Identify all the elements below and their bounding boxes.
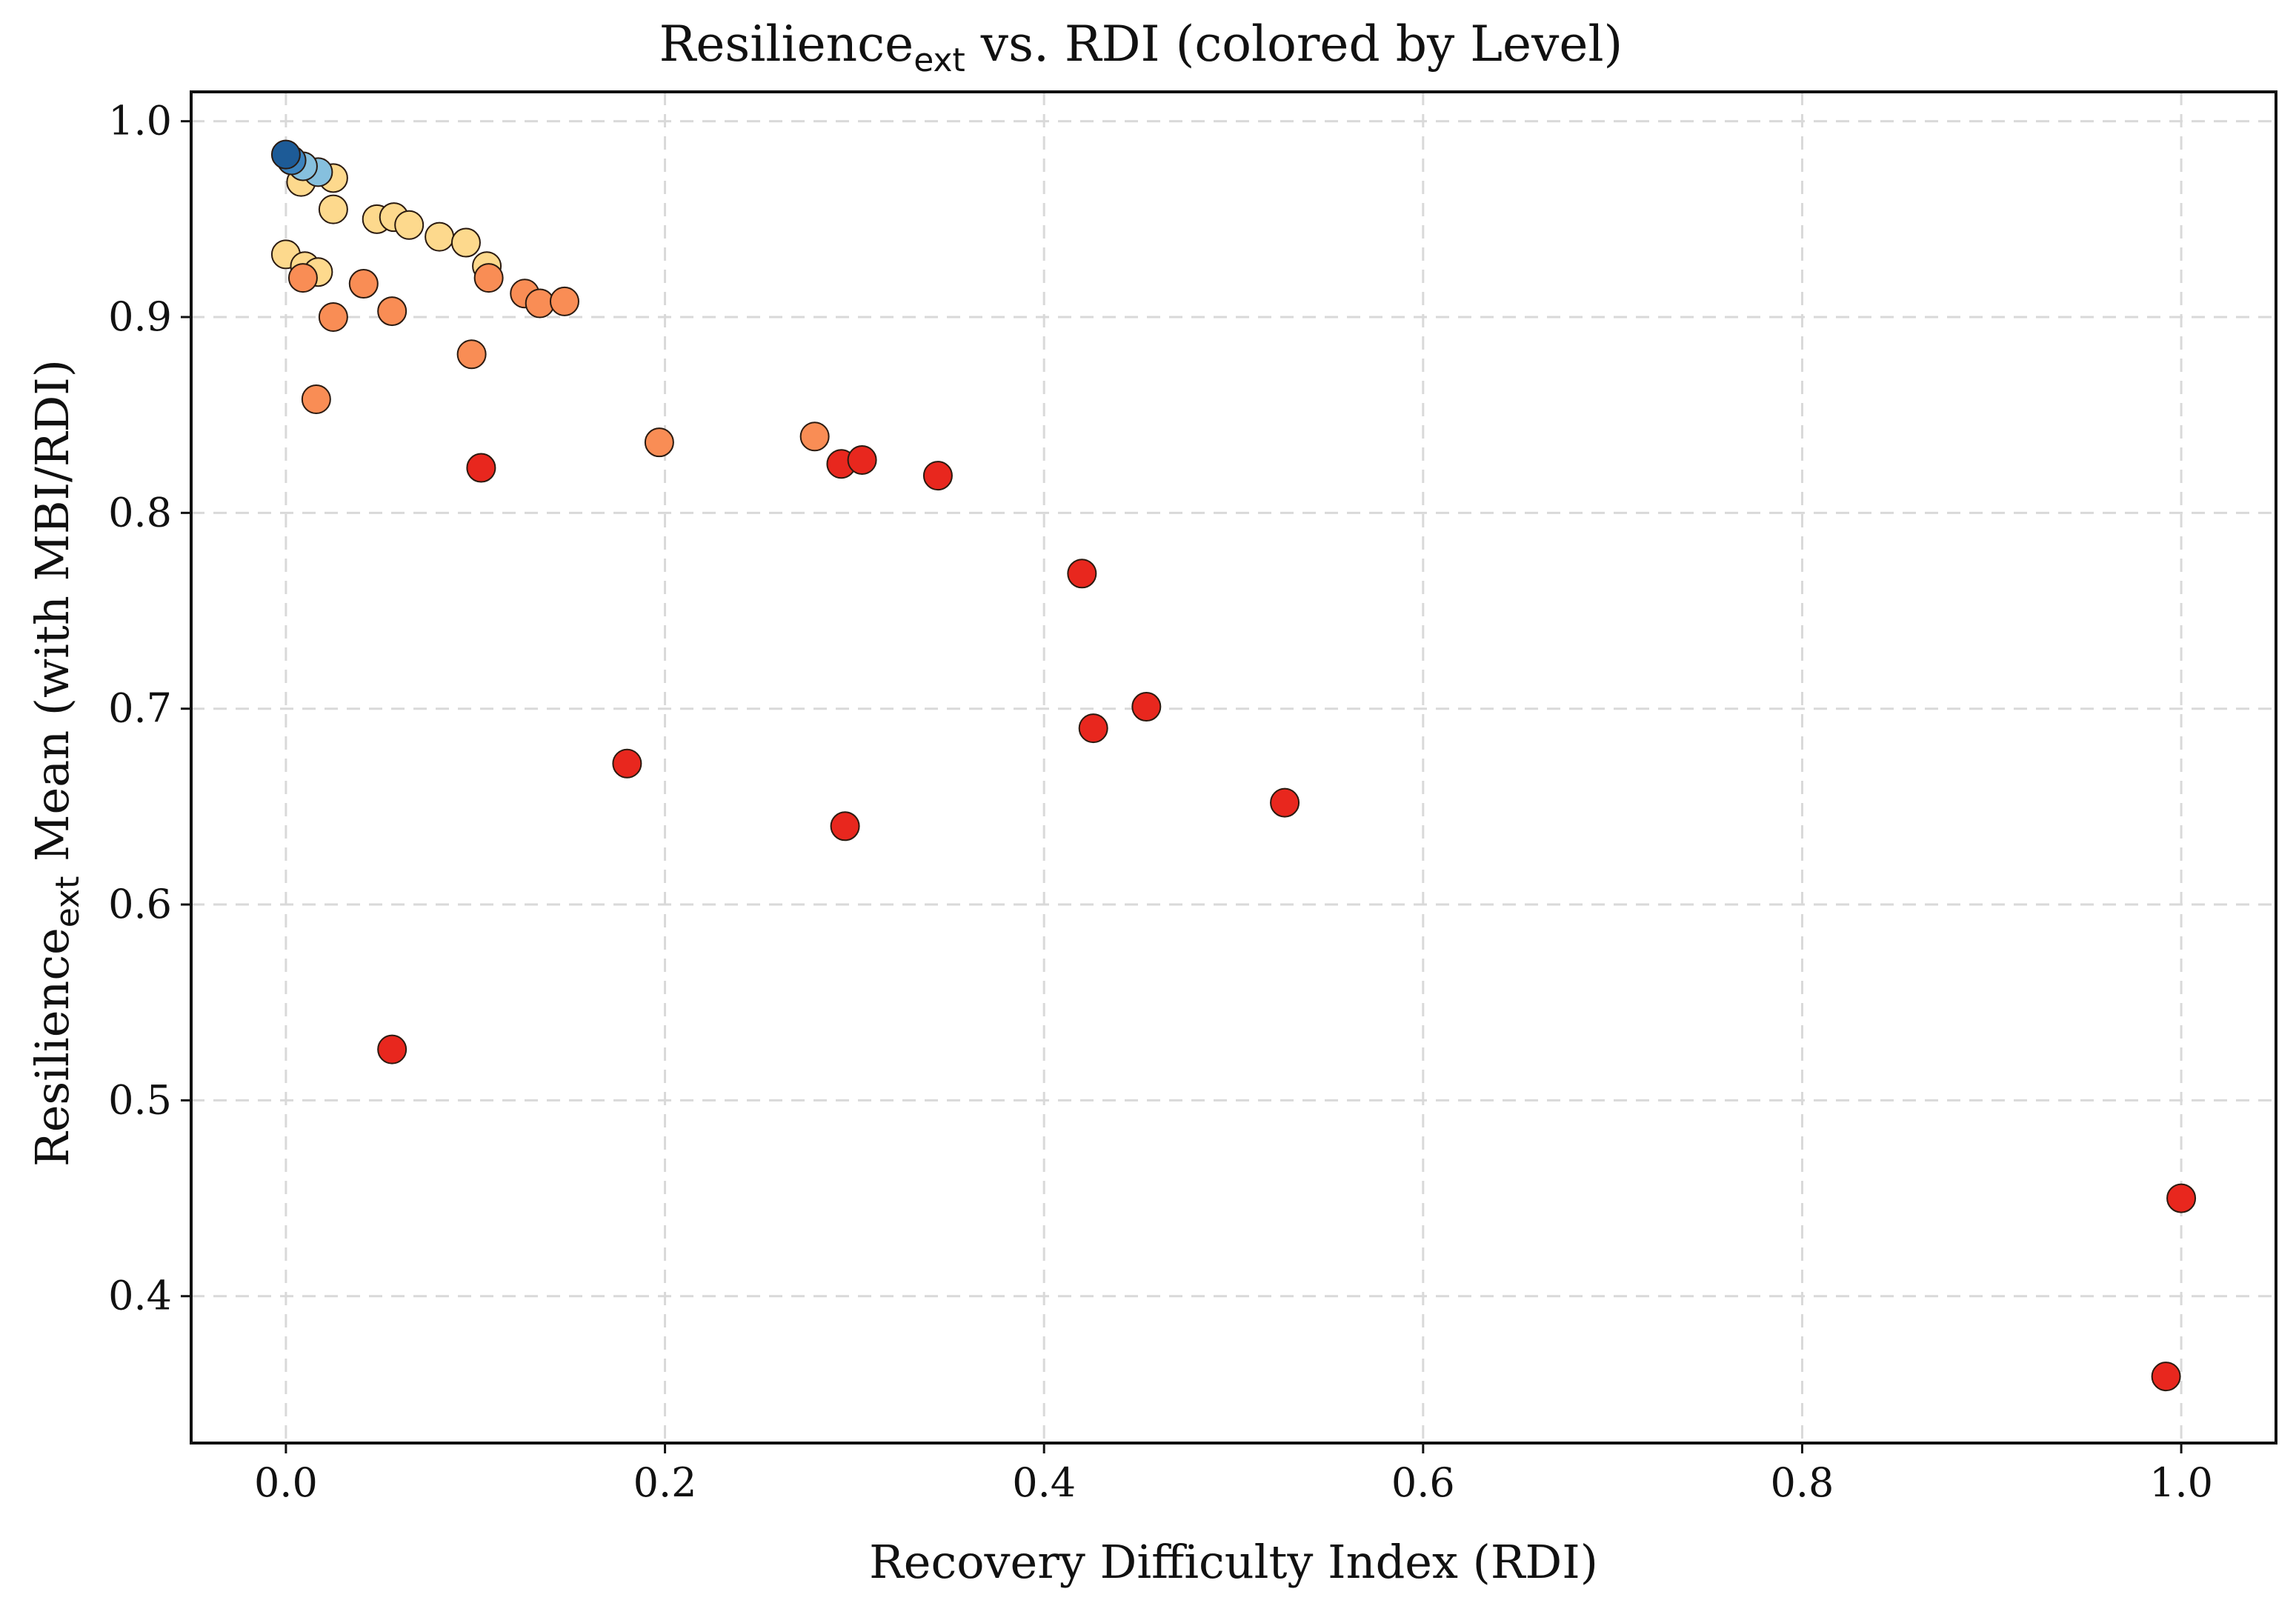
data-point [644,427,674,458]
data-point [456,339,487,370]
ylabel-subscript: ext [49,876,87,928]
data-point [1270,787,1300,818]
data-point [466,453,496,483]
y-tick-label: 0.9 [108,293,172,340]
x-tick-label: 0.2 [633,1459,697,1506]
data-point [377,296,407,327]
data-point [287,263,318,293]
data-point [318,194,348,224]
data-point [830,811,860,842]
grid-lines [191,92,2276,1443]
data-point [1131,692,1162,722]
data-point [473,263,504,293]
data-point [377,1034,407,1064]
title-subscript: ext [914,41,965,79]
scatter-points [270,139,2197,1392]
title-main: Resilience [659,16,914,73]
x-axis-ticks: 0.0 0.2 0.4 0.6 0.8 1.0 [254,1443,2213,1506]
data-point [2166,1183,2197,1213]
ylabel-rest: Mean (with MBI/RDI) [25,359,79,876]
chart-title: Resilienceext vs. RDI (colored by Level) [659,16,1623,79]
x-tick-label: 0.6 [1391,1459,1455,1506]
data-point [612,748,642,779]
data-point [270,139,301,170]
data-point [394,210,425,240]
data-point [348,269,379,299]
data-point [847,444,877,475]
y-axis-ticks: 0.4 0.5 0.6 0.7 0.8 0.9 1.0 [108,98,191,1319]
y-tick-label: 0.6 [108,881,172,927]
x-tick-label: 1.0 [2149,1459,2213,1506]
data-point [1067,559,1097,589]
y-tick-label: 0.4 [108,1273,172,1319]
data-point [2151,1362,2181,1392]
y-tick-label: 1.0 [108,98,172,144]
x-tick-label: 0.0 [254,1459,318,1506]
data-point [549,286,579,316]
y-tick-label: 0.7 [108,685,172,732]
x-tick-label: 0.4 [1012,1459,1076,1506]
y-tick-label: 0.8 [108,489,172,536]
ylabel-main: Resilience [25,927,79,1167]
data-point [450,227,481,258]
data-point [922,461,953,491]
data-point [1078,713,1108,744]
title-rest: vs. RDI (colored by Level) [965,16,1623,73]
y-tick-label: 0.5 [108,1076,172,1123]
data-point [301,384,331,415]
x-tick-label: 0.8 [1771,1459,1834,1506]
data-point [425,221,455,252]
y-axis-label: Resilienceext Mean (with MBI/RDI) [25,359,87,1167]
data-point [525,288,555,319]
data-point [799,422,830,452]
plot-frame [190,90,2277,1445]
data-point [318,302,348,332]
x-axis-label: Recovery Difficulty Index (RDI) [869,1535,1598,1589]
